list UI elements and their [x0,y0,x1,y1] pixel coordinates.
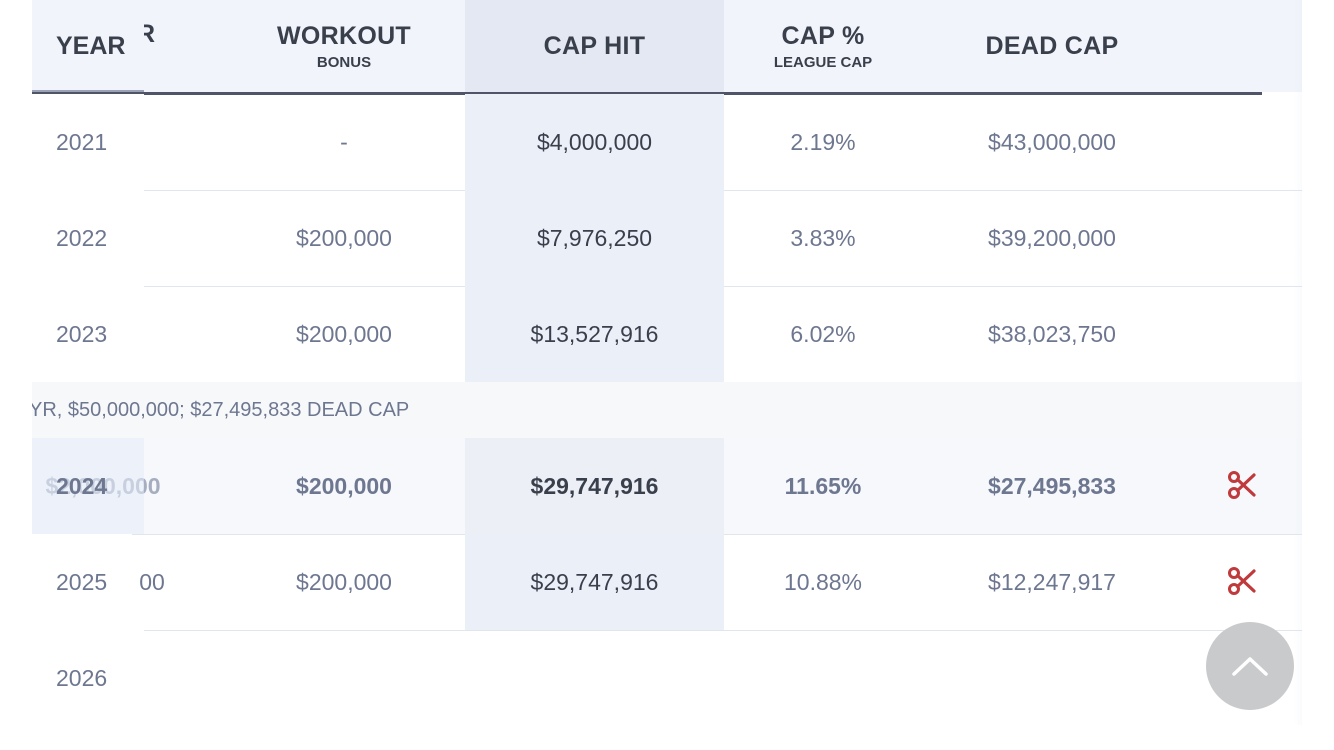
year-cell: 2024 [32,438,144,534]
cap-hit-cell: $29,747,916 [465,534,724,630]
table-row-current: $2,000,000 $200,000 $29,747,916 11.65% $… [32,438,1302,535]
cap-hit-header-label: CAP HIT [543,31,646,60]
cap-percent-cell: 11.65% [784,472,862,499]
cap-percent-header-sublabel: LEAGUE CAP [773,53,873,71]
cap-hit-cell: $4,000,000 [465,94,724,190]
workout-header-sublabel: BONUS [316,53,372,71]
year-cell: 2026 [32,630,144,725]
year-header-underline [32,90,144,92]
dead-cap-cell: $38,023,750 [988,320,1116,347]
dead-cap-header-label: DEAD CAP [985,31,1119,60]
year-header[interactable]: YEAR [32,0,144,92]
cap-hit-cell: $29,747,916 [465,438,724,534]
workout-bonus-cell: $200,000 [296,320,392,347]
cap-percent-cell: 2.19% [790,128,856,155]
year-cell: 2025 [32,534,132,630]
scissors-icon[interactable] [1227,566,1257,596]
dead-cap-cell: $12,247,917 [988,568,1116,595]
dead-cap-cell: $43,000,000 [988,128,1116,155]
extension-note-text: YR, $50,000,000; $27,495,833 DEAD CAP [32,398,410,421]
cap-percent-cell: 6.02% [790,320,856,347]
workout-bonus-cell: $200,000 [296,224,392,251]
table-header: R WORKOUT BONUS CAP HIT CAP % LEAGUE CAP… [32,0,1302,92]
cap-hit-cell: $7,976,250 [465,190,724,286]
table-row: $200,000 $13,527,916 6.02% $38,023,750 2… [32,286,1302,383]
workout-bonus-header[interactable]: WORKOUT BONUS [252,0,436,92]
table-row: 2026 [32,630,1302,725]
extension-note: YR, $50,000,000; $27,495,833 DEAD CAP [32,382,1302,439]
table-row: - $4,000,000 2.19% $43,000,000 2021 [32,94,1302,191]
contract-table: R WORKOUT BONUS CAP HIT CAP % LEAGUE CAP… [32,0,1302,725]
workout-header-label: WORKOUT [276,21,412,50]
scissors-icon[interactable] [1227,470,1257,500]
dead-cap-header[interactable]: DEAD CAP [952,0,1152,92]
cap-hit-header[interactable]: CAP HIT [465,0,724,92]
cap-hit-cell: $13,527,916 [465,286,724,382]
dead-cap-cell: $39,200,000 [988,224,1116,251]
workout-bonus-cell: $200,000 [296,568,392,595]
header-divider [32,92,1262,95]
year-cell: 2022 [32,190,144,286]
dead-cap-cell: $27,495,833 [988,472,1116,499]
year-cell: 2021 [32,94,144,190]
table-row: $200,000 $7,976,250 3.83% $39,200,000 20… [32,190,1302,287]
chevron-up-icon [1232,657,1268,676]
scroll-shadow [1294,0,1302,725]
table-row: 00 $200,000 $29,747,916 10.88% $12,247,9… [32,534,1302,631]
workout-bonus-cell: $200,000 [296,472,392,499]
truncated-left-cell: 00 [139,568,165,595]
cap-percent-header-label: CAP % [781,21,865,50]
cap-percent-header[interactable]: CAP % LEAGUE CAP [732,0,914,92]
workout-bonus-cell: - [340,128,348,155]
cap-percent-cell: 10.88% [783,568,862,595]
year-cell: 2023 [32,286,144,382]
back-to-top-button[interactable] [1206,622,1294,710]
cap-percent-cell: 3.83% [790,224,856,251]
